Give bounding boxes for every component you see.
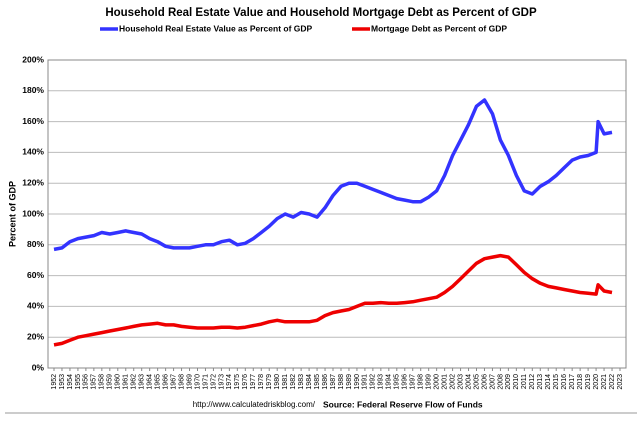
source: Source: Federal Reserve Flow of Funds — [323, 399, 483, 409]
x-tick-label: 1999 — [426, 374, 433, 390]
x-tick-label: 1958 — [99, 374, 106, 390]
x-tick-label: 1952 — [51, 374, 58, 390]
x-tick-label: 2019 — [585, 374, 592, 390]
legend-label: Mortgage Debt as Percent of GDP — [371, 23, 507, 33]
x-tick-label: 1966 — [162, 374, 169, 390]
y-tick-label: 20% — [27, 331, 44, 341]
y-axis-label: Percent of GDP — [7, 181, 17, 247]
y-tick-label: 100% — [22, 208, 44, 218]
x-tick-label: 1983 — [298, 374, 305, 390]
x-tick-label: 2000 — [433, 374, 440, 390]
x-tick-label: 1991 — [362, 374, 369, 390]
x-tick-label: 2007 — [489, 374, 496, 390]
x-tick-label: 1992 — [370, 374, 377, 390]
x-tick-label: 2012 — [529, 374, 536, 390]
y-tick-label: 80% — [27, 239, 44, 249]
x-tick-label: 2005 — [473, 374, 480, 390]
x-tick-label: 2009 — [505, 374, 512, 390]
x-tick-label: 2014 — [545, 374, 552, 390]
y-tick-label: 60% — [27, 270, 44, 280]
y-tick-label: 120% — [22, 177, 44, 187]
x-tick-label: 1990 — [354, 374, 361, 390]
x-tick-label: 2004 — [465, 374, 472, 390]
x-tick-label: 1967 — [170, 374, 177, 390]
x-tick-label: 1960 — [115, 374, 122, 390]
x-tick-label: 1961 — [123, 374, 130, 390]
x-tick-label: 2021 — [601, 374, 608, 390]
y-tick-label: 200% — [22, 54, 44, 64]
x-tick-label: 1995 — [394, 374, 401, 390]
x-tick-label: 1953 — [59, 374, 66, 390]
x-tick-label: 1975 — [234, 374, 241, 390]
y-tick-label: 180% — [22, 85, 44, 95]
y-tick-label: 160% — [22, 116, 44, 126]
x-tick-label: 1972 — [210, 374, 217, 390]
x-tick-label: 1993 — [378, 374, 385, 390]
x-tick-label: 1957 — [91, 374, 98, 390]
x-tick-label: 1974 — [226, 374, 233, 390]
source-url: http://www.calculatedriskblog.com/ — [193, 400, 316, 409]
x-tick-label: 1964 — [147, 374, 154, 390]
x-tick-label: 1984 — [306, 374, 313, 390]
x-tick-label: 1955 — [75, 374, 82, 390]
x-tick-label: 2008 — [497, 374, 504, 390]
x-tick-label: 2018 — [577, 374, 584, 390]
plot-frame — [47, 59, 627, 369]
x-tick-label: 2003 — [457, 374, 464, 390]
series-line — [53, 253, 613, 347]
x-tick-label: 2013 — [537, 374, 544, 390]
series-line — [53, 98, 613, 252]
x-tick-label: 1998 — [418, 374, 425, 390]
x-tick-label: 1976 — [242, 374, 249, 390]
x-tick-label: 1973 — [218, 374, 225, 390]
chart-title: Household Real Estate Value and Househol… — [105, 7, 537, 19]
x-tick-label: 1978 — [258, 374, 265, 390]
y-tick-label: 40% — [27, 301, 44, 311]
x-tick-label: 1989 — [346, 374, 353, 390]
x-tick-label: 1979 — [266, 374, 273, 390]
x-tick-label: 1968 — [178, 374, 185, 390]
x-tick-label: 1956 — [83, 374, 90, 390]
x-tick-label: 2015 — [553, 374, 560, 390]
x-tick-label: 1970 — [194, 374, 201, 390]
x-tick-label: 1986 — [322, 374, 329, 390]
x-tick-label: 1988 — [338, 374, 345, 390]
x-tick-label: 1987 — [330, 374, 337, 390]
x-tick-label: 2002 — [449, 374, 456, 390]
x-tick-label: 1959 — [107, 374, 114, 390]
y-tick-label: 140% — [22, 147, 44, 157]
x-tick-label: 2020 — [593, 374, 600, 390]
x-tick-label: 1982 — [290, 374, 297, 390]
x-tick-label: 2023 — [617, 374, 624, 390]
x-tick-label: 1963 — [139, 374, 146, 390]
x-tick-label: 2001 — [441, 374, 448, 390]
x-tick-label: 1980 — [274, 374, 281, 390]
x-tick-label: 2022 — [609, 374, 616, 390]
x-tick-label: 1969 — [186, 374, 193, 390]
x-tick-label: 1997 — [410, 374, 417, 390]
x-tick-label: 1977 — [250, 374, 257, 390]
x-tick-label: 1985 — [314, 374, 321, 390]
x-tick-label: 1981 — [282, 374, 289, 390]
x-tick-label: 2016 — [561, 374, 568, 390]
x-tick-label: 2017 — [569, 374, 576, 390]
x-tick-label: 1954 — [67, 374, 74, 390]
x-tick-label: 1994 — [386, 374, 393, 390]
x-tick-label: 2011 — [521, 374, 528, 389]
x-tick-label: 2006 — [481, 374, 488, 390]
x-tick-label: 1962 — [131, 374, 138, 390]
x-tick-label: 2010 — [513, 374, 520, 390]
y-tick-label: 0% — [32, 362, 45, 372]
legend-label: Household Real Estate Value as Percent o… — [119, 23, 313, 33]
x-tick-label: 1996 — [402, 374, 409, 390]
x-tick-label: 1971 — [202, 374, 209, 390]
x-tick-label: 1965 — [154, 374, 161, 390]
